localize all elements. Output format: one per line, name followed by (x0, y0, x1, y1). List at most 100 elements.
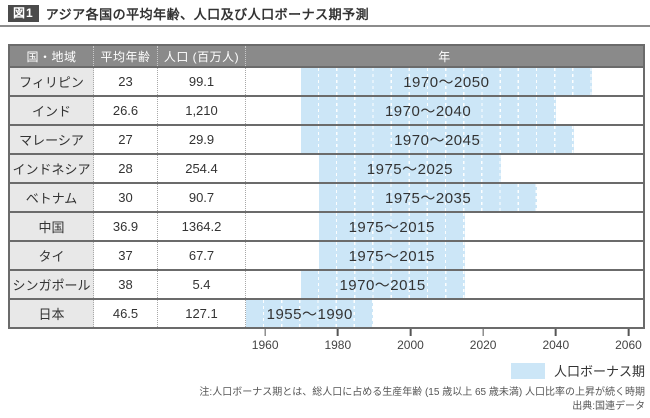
bar-label: 1975～2035 (384, 190, 472, 207)
chart-cell: 1970～2015 (246, 271, 643, 298)
country-cell: タイ (10, 242, 94, 269)
chart-cell: 1970～2040 (246, 97, 643, 124)
population-cell: 29.9 (158, 126, 246, 153)
table-row: タイ 37 67.7 1975～2015 (10, 240, 643, 269)
axis-tick: 1960 (252, 329, 279, 352)
tick-mark (627, 329, 630, 336)
note-text: 注:人口ボーナス期とは、総人口に占める生産年齢 (15 歳以上 65 歳未満) … (199, 387, 645, 398)
bonus-bar: 1970～2050 (300, 68, 592, 95)
bar-label: 1975～2015 (348, 219, 435, 236)
tick-mark (555, 329, 557, 336)
tick-label: 2060 (615, 338, 642, 352)
population-cell: 127.1 (158, 300, 246, 327)
header-country: 国・地域 (10, 46, 94, 66)
avg-age-cell: 37 (94, 242, 158, 269)
bar-label: 1970～2040 (384, 103, 472, 120)
header-year: 年 (438, 49, 451, 64)
tick-label: 2020 (469, 338, 497, 352)
avg-age-cell: 36.9 (94, 213, 158, 240)
country-cell: シンガポール (10, 271, 94, 298)
bar-label: 1975～2015 (348, 248, 435, 265)
table-row: インドネシア 28 254.4 1975～2025 (10, 153, 643, 182)
tick-mark (409, 329, 412, 336)
population-cell: 1364.2 (158, 213, 246, 240)
axis-tick: 2000 (397, 329, 424, 352)
axis-tick: 2040 (542, 329, 569, 352)
table-row: フィリピン 23 99.1 1970～2050 (10, 66, 643, 95)
bar-label: 1970～2045 (394, 132, 481, 149)
source-text: 出典:国連データ (572, 401, 645, 412)
bar-label: 1970～2050 (403, 74, 490, 91)
country-cell: ベトナム (10, 184, 94, 211)
avg-age-cell: 28 (94, 155, 158, 182)
legend-swatch (510, 362, 545, 379)
bonus-bar: 1975～2015 (318, 213, 465, 240)
chart-cell: 1975～2015 (246, 242, 643, 269)
table-row: 中国 36.9 1364.2 1975～2015 (10, 211, 643, 240)
country-cell: インド (10, 97, 94, 124)
chart-cell: 1970～2045 (246, 126, 643, 153)
bonus-bar: 1975～2015 (318, 242, 465, 269)
population-cell: 90.7 (158, 184, 246, 211)
chart-cell: 1975～2025 (246, 155, 643, 182)
tick-label: 1980 (324, 338, 352, 352)
data-table: 国・地域 平均年齢 人口 (百万人) 年 フィリピン 23 99.1 1970～… (8, 44, 645, 329)
bar-label: 1975～2025 (366, 161, 454, 178)
tick-mark (337, 329, 339, 336)
country-cell: フィリピン (10, 68, 94, 95)
bar-label: 1970～2015 (339, 277, 426, 294)
axis-tick: 1980 (324, 329, 351, 352)
population-cell: 99.1 (158, 68, 246, 95)
table-row: ベトナム 30 90.7 1975～2035 (10, 182, 643, 211)
table-row: インド 26.6 1,210 1970～2040 (10, 95, 643, 124)
population-cell: 5.4 (158, 271, 246, 298)
tick-label: 2000 (397, 338, 424, 352)
chart-cell: 1975～2035 (246, 184, 643, 211)
bonus-bar: 1975～2035 (318, 184, 538, 211)
figure-title: アジア各国の平均年齢、人口及び人口ボーナス期予測 (45, 7, 370, 22)
country-cell: インドネシア (10, 155, 94, 182)
tick-label: 2040 (542, 338, 570, 352)
tick-label: 1960 (251, 338, 279, 352)
bonus-bar: 1975～2025 (318, 155, 501, 182)
avg-age-cell: 23 (94, 68, 158, 95)
header-avg-age: 平均年齢 (94, 46, 158, 66)
avg-age-cell: 38 (94, 271, 158, 298)
population-cell: 254.4 (158, 155, 246, 182)
avg-age-cell: 46.5 (94, 300, 158, 327)
axis-tick: 2060 (615, 329, 642, 352)
legend: 人口ボーナス期 (510, 361, 645, 380)
year-axis: 1960 1980 2000 2020 2040 2060 (247, 329, 643, 355)
tick-mark (264, 329, 266, 336)
table-header-row: 国・地域 平均年齢 人口 (百万人) 年 (10, 46, 643, 66)
bonus-bar: 1955～1990 (246, 300, 374, 327)
chart-cell: 1955～1990 (246, 300, 643, 327)
header-population: 人口 (百万人) (158, 46, 246, 66)
bonus-bar: 1970～2040 (300, 97, 556, 124)
bonus-bar: 1970～2045 (300, 126, 574, 153)
table-row: マレーシア 27 29.9 1970～2045 (10, 124, 643, 153)
bar-label: 1955～1990 (266, 306, 353, 323)
country-cell: マレーシア (10, 126, 94, 153)
figure-number-badge: 図1 (8, 4, 39, 23)
legend-label: 人口ボーナス期 (553, 364, 645, 379)
figure-header: 図1 アジア各国の平均年齢、人口及び人口ボーナス期予測 (8, 4, 369, 23)
notes-block: 注:人口ボーナス期とは、総人口に占める生産年齢 (15 歳以上 65 歳未満) … (199, 386, 645, 414)
tick-mark (482, 329, 484, 336)
avg-age-cell: 27 (94, 126, 158, 153)
population-cell: 67.7 (158, 242, 246, 269)
divider-line (0, 25, 650, 27)
avg-age-cell: 30 (94, 184, 158, 211)
avg-age-cell: 26.6 (94, 97, 158, 124)
table-rows: フィリピン 23 99.1 1970～2050 インド 26.6 1,210 1… (10, 66, 643, 327)
country-cell: 中国 (10, 213, 94, 240)
table-row: 日本 46.5 127.1 1955～1990 (10, 298, 643, 327)
table-row: シンガポール 38 5.4 1970～2015 (10, 269, 643, 298)
axis-tick: 2020 (469, 329, 497, 352)
bonus-bar: 1970～2015 (300, 271, 465, 298)
chart-cell: 1970～2050 (246, 68, 643, 95)
chart-cell: 1975～2015 (246, 213, 643, 240)
country-cell: 日本 (10, 300, 94, 327)
population-cell: 1,210 (158, 97, 246, 124)
